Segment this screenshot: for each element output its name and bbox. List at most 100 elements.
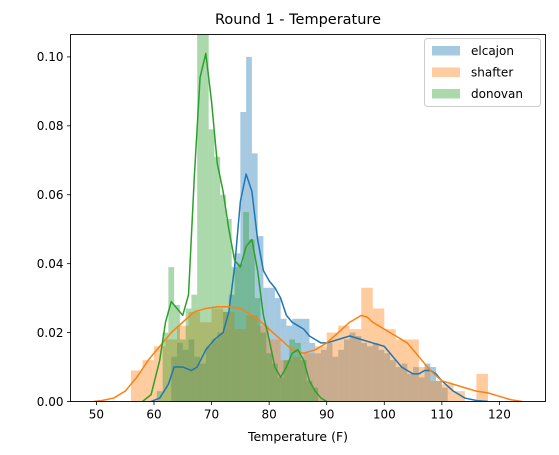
legend-label-elcajon: elcajon [471,44,514,58]
x-tick-label: 90 [319,408,334,422]
histogram-bar-elcajon-45 [430,367,437,402]
histogram-bar-donovan-19 [266,353,273,402]
histogram-bar-shafter-6 [200,322,212,402]
legend-box [424,38,541,107]
chart-title: Round 1 - Temperature [215,12,381,28]
histogram-bar-donovan-16 [248,239,255,402]
histogram-bar-shafter-2 [153,346,166,402]
histogram-bar-donovan-2 [168,267,175,402]
histogram-bar-elcajon-36 [378,349,385,402]
histogram-bar-elcajon-25 [315,353,321,402]
histogram-bar-elcajon-28 [332,356,339,402]
y-tick-label: 0.02 [37,326,64,340]
histogram-bar-elcajon-43 [418,377,425,402]
histogram-bar-donovan-14 [237,263,244,402]
histogram-bar-donovan-5 [185,308,192,402]
x-tick-label: 120 [488,408,511,422]
histogram-bar-elcajon-8 [217,332,224,402]
histogram-bar-elcajon-18 [274,298,281,402]
x-tick-label: 50 [89,408,104,422]
legend: elcajon shafter donovan [424,38,541,107]
kde-line-donovan [142,52,328,402]
legend-label-donovan: donovan [471,87,523,101]
x-axis-label: Temperature (F) [247,429,348,444]
histogram-bar-shafter-4 [177,325,189,402]
histogram-bar-elcajon-4 [194,356,201,402]
histogram-bar-donovan-27 [312,387,319,402]
histogram-bar-elcajon-13 [246,56,252,402]
histogram-bar-elcajon-32 [355,336,362,402]
histogram-bar-shafter-28 [453,391,465,402]
legend-swatch-donovan [432,89,460,99]
histogram-bar-donovan-18 [260,332,267,402]
histogram-bar-elcajon-30 [343,339,350,402]
histogram-bar-shafter-12 [269,339,281,402]
histogram-bar-elcajon-11 [234,253,241,402]
histogram-bar-elcajon-19 [280,318,287,402]
histogram-bar-shafter-0 [130,370,143,402]
y-tick-label: 0.04 [37,257,64,271]
histogram-bar-shafter-9 [234,329,247,402]
histogram-bar-donovan-1 [162,332,169,402]
histogram-bar-shafter-7 [211,308,224,402]
histogram-bar-elcajon-14 [251,153,258,402]
histogram-bar-donovan-0 [156,391,163,402]
histogram-bar-shafter-20 [361,287,373,402]
histogram-bar-donovan-6 [191,294,198,402]
histogram-bar-elcajon-39 [395,367,402,402]
axes-frame [70,34,546,402]
histogram-bar-elcajon-34 [367,346,373,402]
histogram-bar-elcajon-2 [182,349,189,402]
histogram-bar-donovan-11 [220,194,226,402]
histogram-bar-donovan-10 [214,156,221,402]
y-tick-label: 0.06 [37,188,64,202]
histogram-bar-elcajon-33 [361,342,368,402]
y-tick-label: 0.10 [37,50,64,64]
histogram-bar-donovan-17 [254,298,261,402]
y-tick-label: 0.00 [37,395,64,409]
histogram-bar-elcajon-31 [349,332,356,402]
histogram-bar-donovan-15 [243,211,249,402]
histogram-bar-elcajon-29 [338,349,344,402]
y-tick-label: 0.08 [37,119,64,133]
histogram-bar-shafter-11 [257,325,270,402]
histogram-bar-shafter-5 [188,311,201,402]
histogram-bar-shafter-23 [395,339,408,402]
histogram-bar-elcajon-26 [320,349,327,402]
histogram-bar-shafter-25 [418,367,431,402]
histogram-bar-elcajon-37 [384,353,391,402]
histogram-bar-shafter-10 [246,315,258,402]
x-axis: 50 60 70 80 90 100 110 120 [89,401,511,422]
histogram-bar-shafter-22 [384,329,396,402]
histogram-bar-shafter-13 [280,360,293,402]
histogram-bar-elcajon-22 [297,318,304,402]
histogram-bar-elcajon-23 [303,318,310,402]
histogram-bar-shafter-24 [407,339,419,402]
histogram-bar-shafter-26 [430,380,442,402]
kde-line-shafter [93,305,523,402]
histogram-bar-elcajon-27 [326,342,333,402]
kde-line-elcajon [150,173,488,402]
histogram-bar-donovan-3 [174,305,180,402]
legend-label-shafter: shafter [471,66,513,80]
histogram-bar-elcajon-41 [407,373,414,402]
histogram-bar-elcajon-42 [413,367,419,402]
histogram-bar-shafter-18 [338,325,350,402]
histogram-bar-shafter-14 [292,356,304,402]
histogram-bar-donovan-8 [202,34,209,402]
histogram-bar-elcajon-1 [177,342,183,402]
histogram-bar-elcajon-0 [171,356,178,402]
x-tick-label: 100 [373,408,396,422]
plot-area [93,34,523,402]
histogram-bar-elcajon-21 [292,318,298,402]
histogram-bar-shafter-21 [372,308,385,402]
y-axis: 0.00 0.02 0.04 0.06 0.08 0.10 [37,50,71,409]
histogram-bar-elcajon-38 [390,360,396,402]
x-tick-label: 70 [204,408,219,422]
histogram-bar-shafter-27 [441,384,454,402]
legend-swatch-shafter [432,67,460,77]
histogram-bar-elcajon-46 [436,380,442,402]
histogram-bar-elcajon-40 [401,363,408,402]
x-tick-label: 60 [146,408,161,422]
histogram-bar-elcajon-16 [263,287,270,402]
